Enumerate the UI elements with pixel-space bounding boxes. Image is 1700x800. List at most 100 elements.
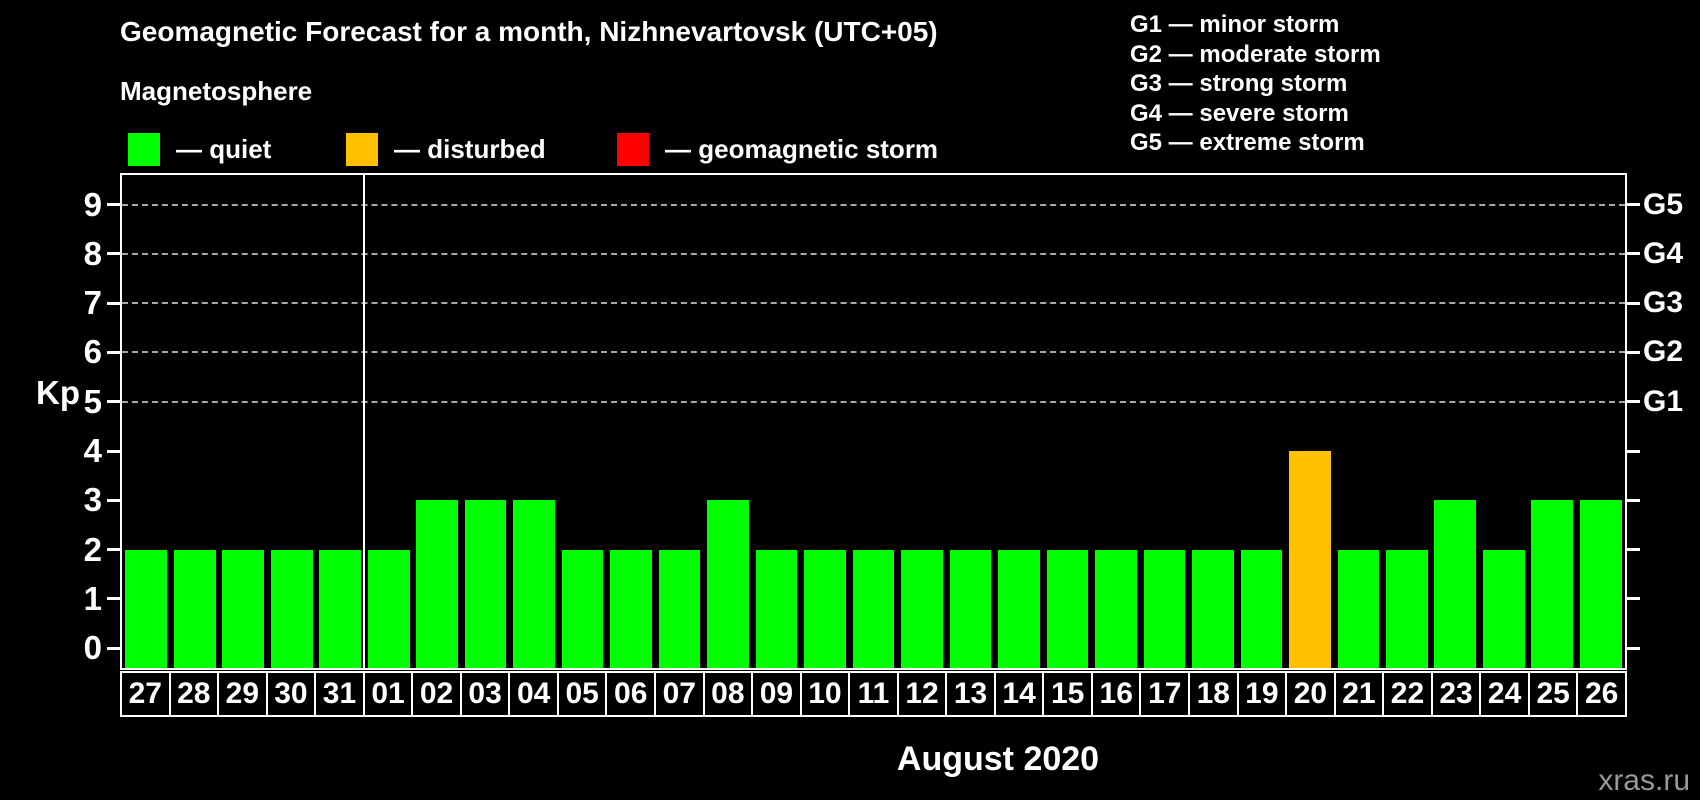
y-tick-label-0: 0 xyxy=(83,629,102,667)
y-tick-left-2 xyxy=(107,548,120,552)
bar-cell xyxy=(316,175,364,668)
bar-cell xyxy=(1383,175,1431,668)
bar-cell xyxy=(1043,175,1091,668)
day-label-29: 29 xyxy=(217,671,268,717)
legend-label: — disturbed xyxy=(394,134,546,164)
kp-bar-day-12 xyxy=(901,549,943,668)
bar-cell xyxy=(1140,175,1188,668)
bar-cell xyxy=(461,175,509,668)
bar-cell xyxy=(558,175,606,668)
y-tick-label-5: 5 xyxy=(83,382,102,420)
day-label-27: 27 xyxy=(120,671,171,717)
y-tick-right-4 xyxy=(1627,449,1640,453)
page-title: Geomagnetic Forecast for a month, Nizhne… xyxy=(120,16,938,47)
bar-cell xyxy=(655,175,703,668)
day-label-20: 20 xyxy=(1285,671,1336,717)
kp-bar-day-24 xyxy=(1482,549,1525,668)
kp-bar-day-06 xyxy=(610,549,652,668)
kp-bar-day-20 xyxy=(1289,451,1331,668)
bar-cell xyxy=(1237,175,1285,668)
y-tick-left-0 xyxy=(107,646,120,650)
storm-scale-item: G5 — extreme storm xyxy=(1130,129,1365,156)
storm-scale-item: G3 — strong storm xyxy=(1130,70,1348,97)
day-label-15: 15 xyxy=(1042,671,1093,717)
kp-bar-day-13 xyxy=(949,549,992,668)
bar-cell xyxy=(170,175,218,668)
bar-cell xyxy=(1431,175,1479,668)
day-label-22: 22 xyxy=(1382,671,1433,717)
legend-label: — geomagnetic storm xyxy=(665,134,939,164)
day-label-08: 08 xyxy=(702,671,754,717)
kp-bar-day-14 xyxy=(998,549,1040,668)
bar-cell xyxy=(510,175,558,668)
y-tick-label-1: 1 xyxy=(83,579,102,617)
y-tick-left-7 xyxy=(107,301,120,305)
y-tick-left-9 xyxy=(107,203,120,207)
legend-item-geomagnetic-storm: — geomagnetic storm xyxy=(617,133,938,166)
day-label-02: 02 xyxy=(411,671,462,717)
bar-cell xyxy=(898,175,946,668)
kp-bar-day-28 xyxy=(173,549,216,668)
gridline-kp-6 xyxy=(122,351,1625,354)
legend-item-quiet: — quiet xyxy=(128,133,271,166)
month-separator-line xyxy=(363,175,366,668)
kp-bar-day-02 xyxy=(416,500,458,668)
y-axis-title: Kp xyxy=(36,374,80,411)
day-label-03: 03 xyxy=(459,671,511,717)
kp-bar-day-10 xyxy=(804,549,846,668)
bar-cell xyxy=(122,175,170,668)
y-tick-right-2 xyxy=(1627,548,1640,552)
kp-bar-day-25 xyxy=(1531,500,1574,668)
day-label-26: 26 xyxy=(1576,671,1627,717)
day-label-28: 28 xyxy=(168,671,220,717)
bar-cell xyxy=(1480,175,1528,668)
kp-bar-day-09 xyxy=(755,549,798,668)
disturbed-swatch-icon xyxy=(346,133,378,166)
y-tick-right-6 xyxy=(1627,350,1640,354)
g-scale-label-G2: G2 xyxy=(1643,335,1684,369)
day-label-05: 05 xyxy=(556,671,608,717)
bar-cell xyxy=(1577,175,1625,668)
y-tick-label-4: 4 xyxy=(83,432,102,470)
bar-cell xyxy=(801,175,849,668)
kp-bar-day-16 xyxy=(1095,549,1137,668)
bar-cell xyxy=(1286,175,1334,668)
y-tick-label-9: 9 xyxy=(83,185,102,223)
storm-scale-item: G4 — severe storm xyxy=(1130,99,1349,127)
bar-cell xyxy=(995,175,1043,668)
gridline-kp-7 xyxy=(122,302,1625,305)
kp-bar-day-23 xyxy=(1434,500,1477,668)
day-label-01: 01 xyxy=(362,671,414,717)
quiet-swatch-icon xyxy=(128,133,160,166)
bar-cell xyxy=(849,175,897,668)
day-label-23: 23 xyxy=(1430,671,1482,717)
day-label-19: 19 xyxy=(1236,671,1288,717)
bars-container xyxy=(122,175,1625,668)
watermark: xras.ru xyxy=(1598,764,1690,797)
day-label-24: 24 xyxy=(1479,671,1530,717)
day-label-13: 13 xyxy=(945,671,996,717)
y-tick-left-4 xyxy=(107,449,120,453)
kp-bar-day-15 xyxy=(1046,549,1089,668)
y-tick-right-0 xyxy=(1627,646,1640,650)
gridline-kp-9 xyxy=(122,203,1625,206)
bar-cell xyxy=(752,175,800,668)
kp-bar-day-31 xyxy=(319,549,362,668)
x-axis-label-row: 27 28 29 30 31 01 02 03 04 05 06 07 08 09 10 11 12 13 14 15… xyxy=(120,671,1627,717)
bar-cell xyxy=(704,175,752,668)
kp-bar-day-04 xyxy=(513,500,555,668)
gridline-kp-8 xyxy=(122,252,1625,255)
y-tick-left-3 xyxy=(107,498,120,502)
y-tick-right-5 xyxy=(1627,400,1640,404)
kp-bar-day-21 xyxy=(1337,549,1380,668)
y-tick-left-6 xyxy=(107,350,120,354)
day-label-07: 07 xyxy=(654,671,705,717)
kp-bar-day-29 xyxy=(222,549,265,668)
storm-scale-item: G1 — minor storm xyxy=(1130,11,1340,38)
g-scale-label-G5: G5 xyxy=(1643,187,1684,221)
kp-bar-day-17 xyxy=(1143,549,1186,668)
bar-cell xyxy=(364,175,412,668)
kp-bar-day-08 xyxy=(707,500,749,668)
storm-swatch-icon xyxy=(617,133,649,166)
kp-bar-day-22 xyxy=(1385,549,1428,668)
